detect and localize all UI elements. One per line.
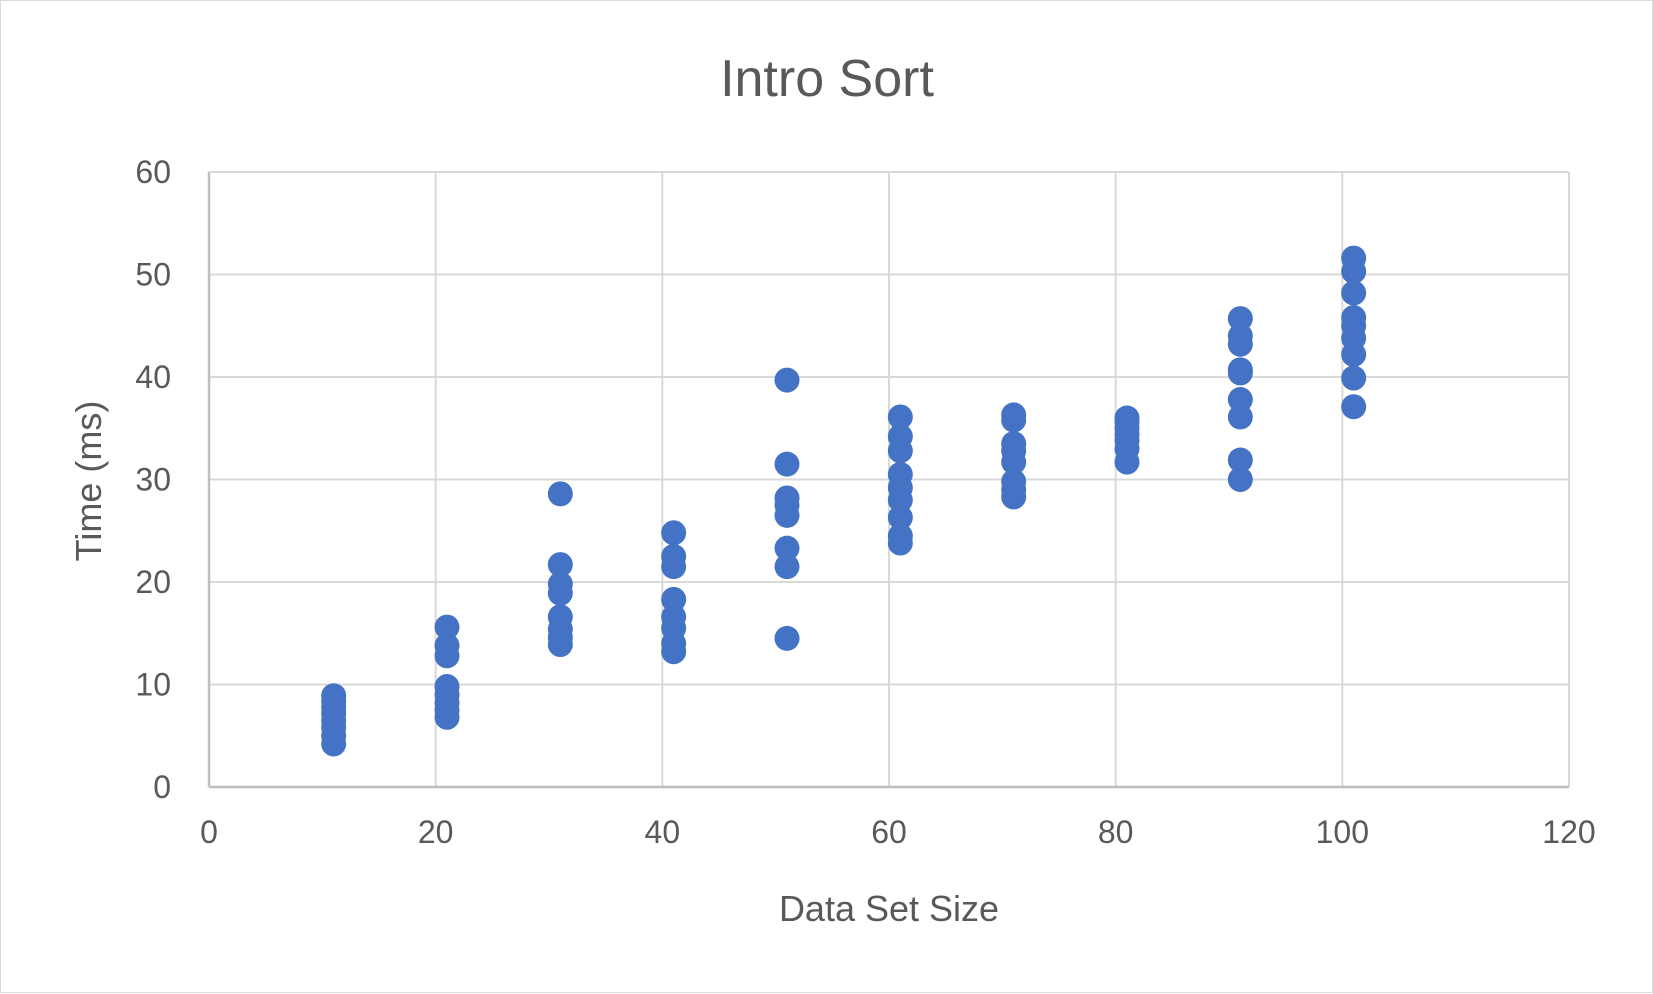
y-tick-label: 0 — [153, 769, 171, 805]
data-point — [1341, 245, 1367, 271]
x-tick-label: 40 — [645, 814, 681, 850]
data-point — [774, 535, 800, 561]
tick-labels: 0 10 20 30 40 50 60 0 20 40 60 80 100 120 — [135, 154, 1595, 850]
data-point — [774, 451, 800, 477]
data-point — [1227, 387, 1253, 413]
data-point — [1227, 357, 1253, 383]
data-point — [774, 554, 800, 580]
data-point — [1001, 469, 1027, 495]
data-point — [887, 423, 913, 449]
data-point — [774, 625, 800, 651]
data-point — [1227, 323, 1253, 349]
data-point — [887, 461, 913, 487]
data-point — [1227, 404, 1253, 430]
y-axis-title: Time (ms) — [68, 401, 109, 562]
x-tick-label: 0 — [200, 814, 218, 850]
data-point — [547, 604, 573, 630]
data-point — [887, 523, 913, 549]
chart-title: Intro Sort — [720, 50, 934, 108]
data-point — [661, 586, 687, 612]
data-point — [1341, 365, 1367, 391]
data-point — [774, 485, 800, 511]
y-tick-label: 40 — [135, 359, 171, 395]
data-point — [547, 481, 573, 507]
x-tick-label: 60 — [871, 814, 907, 850]
y-tick-label: 10 — [135, 667, 171, 703]
axes — [207, 172, 1569, 789]
data-point — [434, 614, 460, 640]
data-point — [434, 633, 460, 659]
data-point — [887, 504, 913, 530]
data-point — [1341, 394, 1367, 420]
y-tick-label: 30 — [135, 462, 171, 498]
y-tick-label: 60 — [135, 154, 171, 190]
data-point — [1227, 467, 1253, 492]
data-point — [661, 604, 687, 630]
x-tick-label: 80 — [1098, 814, 1134, 850]
data-point — [434, 674, 460, 700]
data-point — [1227, 447, 1253, 473]
data-point — [887, 404, 913, 430]
x-tick-label: 100 — [1316, 814, 1369, 850]
data-point — [1001, 431, 1027, 457]
x-tick-label: 20 — [418, 814, 454, 850]
data-point — [774, 367, 800, 393]
data-point — [1341, 305, 1367, 331]
data-point — [661, 520, 687, 546]
data-point — [1001, 402, 1027, 428]
x-axis-title: Data Set Size — [779, 888, 999, 929]
data-point — [1227, 306, 1253, 332]
data-point — [1341, 280, 1367, 306]
data-points — [321, 245, 1367, 757]
y-tick-label: 50 — [135, 257, 171, 293]
y-tick-label: 20 — [135, 564, 171, 600]
data-point — [661, 543, 687, 569]
data-point — [547, 571, 573, 597]
x-tick-label: 120 — [1542, 814, 1595, 850]
data-point — [321, 683, 347, 709]
data-point — [1114, 405, 1140, 431]
data-point — [547, 552, 573, 578]
